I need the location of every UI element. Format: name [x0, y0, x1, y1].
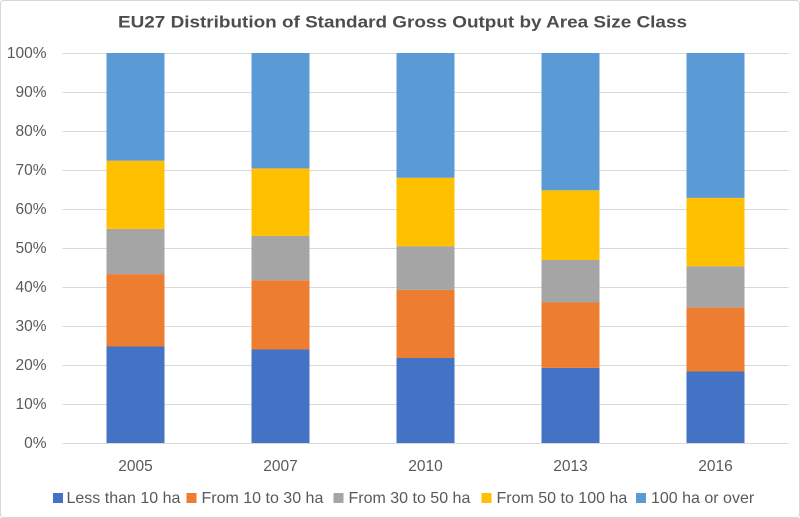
svg-text:100%: 100% — [7, 45, 47, 62]
svg-text:80%: 80% — [15, 123, 46, 140]
svg-text:Less than 10 ha: Less than 10 ha — [67, 490, 181, 507]
svg-text:From 10 to 30 ha: From 10 to 30 ha — [202, 490, 324, 507]
svg-text:50%: 50% — [15, 240, 46, 257]
svg-text:2013: 2013 — [553, 458, 587, 475]
svg-text:40%: 40% — [15, 279, 46, 296]
svg-text:From 50 to 100 ha: From 50 to 100 ha — [497, 490, 628, 507]
svg-text:20%: 20% — [15, 357, 46, 374]
svg-text:2007: 2007 — [263, 458, 297, 475]
svg-text:2010: 2010 — [408, 458, 443, 475]
svg-text:70%: 70% — [15, 162, 46, 179]
svg-text:2005: 2005 — [118, 458, 152, 475]
svg-text:EU27 Distribution of Standard: EU27 Distribution of Standard Gross Outp… — [118, 12, 687, 31]
svg-text:0%: 0% — [24, 435, 47, 452]
svg-text:30%: 30% — [15, 318, 46, 335]
svg-text:10%: 10% — [15, 396, 46, 413]
svg-text:60%: 60% — [15, 201, 46, 218]
svg-text:90%: 90% — [15, 84, 46, 101]
svg-text:From 30 to 50 ha: From 30 to 50 ha — [349, 490, 471, 507]
svg-text:2016: 2016 — [698, 458, 732, 475]
svg-text:100 ha or over: 100 ha or over — [651, 490, 755, 507]
